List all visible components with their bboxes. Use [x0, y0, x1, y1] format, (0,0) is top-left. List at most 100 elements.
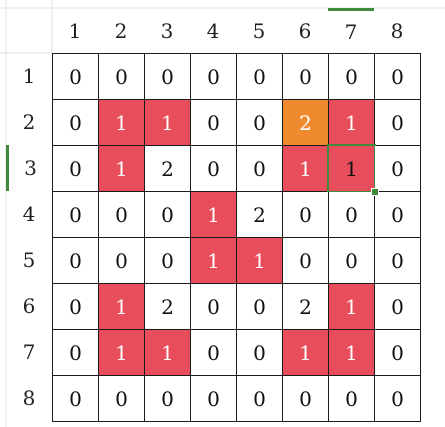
grid-cell[interactable]: 0	[375, 100, 421, 146]
grid-cell[interactable]: 1	[283, 146, 329, 192]
grid-cell[interactable]: 0	[191, 54, 237, 100]
grid-cell[interactable]: 0	[191, 146, 237, 192]
cell-value: 0	[161, 248, 174, 273]
grid-cell[interactable]: 0	[191, 100, 237, 146]
grid-cell[interactable]: 1	[99, 284, 145, 330]
cell-value: 0	[391, 110, 404, 135]
row-header-7[interactable]: 7	[22, 340, 36, 364]
row-header-2[interactable]: 2	[22, 110, 36, 134]
grid-cell[interactable]: 0	[99, 376, 145, 422]
grid-cell[interactable]: 0	[375, 330, 421, 376]
cell-value: 0	[69, 386, 82, 411]
column-header-6[interactable]: 6	[298, 18, 312, 43]
grid-cell[interactable]: 0	[283, 238, 329, 284]
grid-cell[interactable]: 0	[375, 238, 421, 284]
grid-cell[interactable]: 1	[99, 330, 145, 376]
grid-cell[interactable]: 0	[53, 192, 99, 238]
grid-cell[interactable]: 0	[329, 54, 375, 100]
cell-value: 0	[161, 386, 174, 411]
selected-cell[interactable]: 1	[327, 144, 379, 196]
grid-cell[interactable]: 0	[283, 54, 329, 100]
grid-cell[interactable]: 0	[283, 376, 329, 422]
grid-cell[interactable]: 0	[145, 192, 191, 238]
column-header-8[interactable]: 8	[390, 18, 404, 43]
row-header-6[interactable]: 6	[22, 294, 36, 318]
grid-cell[interactable]: 0	[375, 192, 421, 238]
grid-cell[interactable]: 0	[237, 284, 283, 330]
grid-cell[interactable]: 2	[237, 192, 283, 238]
grid-cell[interactable]: 1	[329, 100, 375, 146]
cell-value: 0	[391, 64, 404, 89]
row-header-1[interactable]: 1	[22, 64, 36, 88]
grid-cell[interactable]: 2	[145, 146, 191, 192]
grid-cell[interactable]: 1	[145, 330, 191, 376]
grid-cell[interactable]: 0	[145, 54, 191, 100]
column-header-2[interactable]: 2	[114, 18, 128, 43]
grid-cell[interactable]: 0	[191, 376, 237, 422]
cell-value: 0	[161, 202, 174, 227]
grid-cell[interactable]: 0	[329, 238, 375, 284]
grid-cell[interactable]: 0	[99, 238, 145, 284]
grid-cell[interactable]: 2	[283, 284, 329, 330]
grid-cell[interactable]: 0	[237, 146, 283, 192]
row-header-8[interactable]: 8	[22, 386, 36, 410]
grid-cell[interactable]: 0	[53, 238, 99, 284]
row-header-4[interactable]: 4	[22, 202, 36, 226]
grid-cell[interactable]: 0	[329, 192, 375, 238]
grid-cell[interactable]: 2	[145, 284, 191, 330]
grid-cell[interactable]: 0	[53, 376, 99, 422]
row-header-5[interactable]: 5	[22, 248, 36, 272]
cell-value: 0	[345, 248, 358, 273]
grid-cell[interactable]: 0	[53, 100, 99, 146]
grid-cell[interactable]: 0	[283, 192, 329, 238]
column-header-7[interactable]: 7	[328, 8, 374, 53]
grid-cell[interactable]: 0	[375, 146, 421, 192]
cell-value: 0	[299, 64, 312, 89]
grid-cell[interactable]: 0	[329, 376, 375, 422]
grid-cell[interactable]: 0	[191, 330, 237, 376]
column-header-5[interactable]: 5	[252, 18, 266, 43]
cell-value: 0	[253, 110, 266, 135]
cell-value: 1	[115, 340, 128, 365]
cell-value: 0	[299, 248, 312, 273]
grid-cell[interactable]: 1	[99, 146, 145, 192]
grid-cell[interactable]: 0	[145, 376, 191, 422]
grid-cell[interactable]: 0	[53, 146, 99, 192]
grid-cell[interactable]: 0	[237, 54, 283, 100]
column-header-4[interactable]: 4	[206, 18, 220, 43]
cell-value: 0	[391, 202, 404, 227]
cell-value: 0	[207, 294, 220, 319]
grid-cell[interactable]: 0	[375, 54, 421, 100]
grid-cell[interactable]: 0	[53, 54, 99, 100]
column-header-1[interactable]: 1	[68, 18, 82, 43]
grid-cell[interactable]: 1	[283, 330, 329, 376]
grid-cell[interactable]: 0	[99, 54, 145, 100]
cell-value: 0	[161, 64, 174, 89]
grid-cell[interactable]: 0	[53, 330, 99, 376]
cell-value: 2	[161, 156, 174, 181]
grid-cell[interactable]: 0	[237, 376, 283, 422]
cell-value: 0	[69, 340, 82, 365]
cell-value: 0	[115, 64, 128, 89]
cell-value: 0	[391, 386, 404, 411]
grid-cell[interactable]: 0	[53, 284, 99, 330]
grid-cell[interactable]: 0	[145, 238, 191, 284]
row-header-3[interactable]: 3	[6, 145, 52, 191]
grid-cell[interactable]: 1	[237, 238, 283, 284]
grid-cell[interactable]: 1	[329, 330, 375, 376]
grid-cell[interactable]: 2	[283, 100, 329, 146]
grid-cell[interactable]: 0	[237, 330, 283, 376]
grid-cell[interactable]: 1	[191, 238, 237, 284]
grid-cell[interactable]: 1	[145, 100, 191, 146]
column-header-3[interactable]: 3	[160, 18, 174, 43]
grid-cell[interactable]: 0	[99, 192, 145, 238]
grid-cell[interactable]: 1	[329, 284, 375, 330]
grid-cell[interactable]: 0	[237, 100, 283, 146]
grid-cell[interactable]: 1	[191, 192, 237, 238]
grid-cell[interactable]: 0	[375, 376, 421, 422]
grid-cell[interactable]: 0	[375, 284, 421, 330]
grid-cell[interactable]: 0	[191, 284, 237, 330]
grid-cell[interactable]: 1	[99, 100, 145, 146]
cell-value: 0	[115, 248, 128, 273]
fill-handle[interactable]	[371, 188, 379, 196]
